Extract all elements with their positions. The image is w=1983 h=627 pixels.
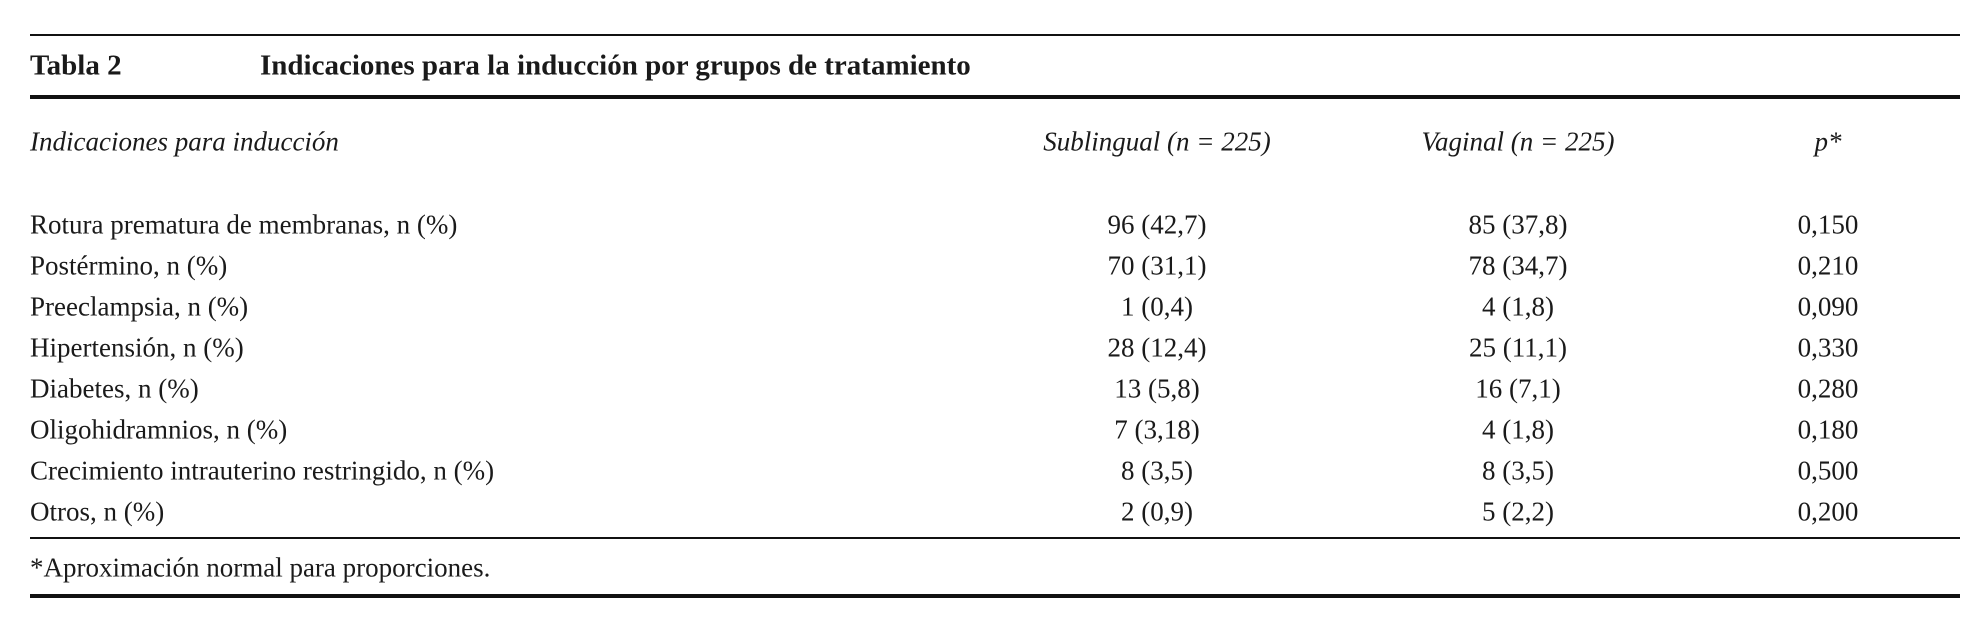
cell: 4 (1,8) (1482, 414, 1554, 445)
row-label: Postérmino, n (%) (30, 250, 228, 281)
cell: 8 (3,5) (1121, 455, 1193, 486)
cell: 85 (37,8) (1468, 209, 1568, 240)
cell: 1 (0,4) (1121, 291, 1193, 322)
cell: 0,150 (1797, 209, 1859, 240)
cell: 16 (7,1) (1475, 373, 1561, 404)
cell: 0,330 (1797, 332, 1859, 363)
cell: 0,090 (1797, 291, 1859, 322)
cell: 13 (5,8) (1114, 373, 1200, 404)
cell: 7 (3,18) (1114, 414, 1200, 445)
cell: 8 (3,5) (1482, 455, 1554, 486)
cell: 96 (42,7) (1107, 209, 1207, 240)
header-rule (30, 95, 1960, 99)
column-header: p* (1814, 126, 1842, 157)
table-title: Indicaciones para la inducción por grupo… (260, 49, 971, 82)
cell: 0,210 (1797, 250, 1859, 281)
row-label: Otros, n (%) (30, 496, 165, 527)
cell: 2 (0,9) (1121, 496, 1193, 527)
cell: 28 (12,4) (1107, 332, 1207, 363)
cell: 0,180 (1797, 414, 1859, 445)
cell: 4 (1,8) (1482, 291, 1554, 322)
column-header: Sublingual (n = 225) (1043, 126, 1271, 157)
column-header: Vaginal (n = 225) (1421, 126, 1615, 157)
top-rule (30, 34, 1960, 36)
cell: 0,280 (1797, 373, 1859, 404)
cell: 0,200 (1797, 496, 1859, 527)
cell: 25 (11,1) (1469, 332, 1567, 363)
footnote: *Aproximación normal para proporciones. (30, 552, 491, 583)
column-header: Indicaciones para inducción (30, 126, 339, 157)
bottom-rule (30, 594, 1960, 598)
table-label: Tabla 2 (30, 49, 122, 82)
body-rule (30, 537, 1960, 539)
row-label: Diabetes, n (%) (30, 373, 199, 404)
row-label: Oligohidramnios, n (%) (30, 414, 288, 445)
cell: 5 (2,2) (1482, 496, 1554, 527)
cell: 70 (31,1) (1107, 250, 1207, 281)
cell: 0,500 (1797, 455, 1859, 486)
row-label: Preeclampsia, n (%) (30, 291, 249, 322)
cell: 78 (34,7) (1468, 250, 1568, 281)
row-label: Rotura prematura de membranas, n (%) (30, 209, 458, 240)
row-label: Hipertensión, n (%) (30, 332, 244, 363)
row-label: Crecimiento intrauterino restringido, n … (30, 455, 495, 486)
